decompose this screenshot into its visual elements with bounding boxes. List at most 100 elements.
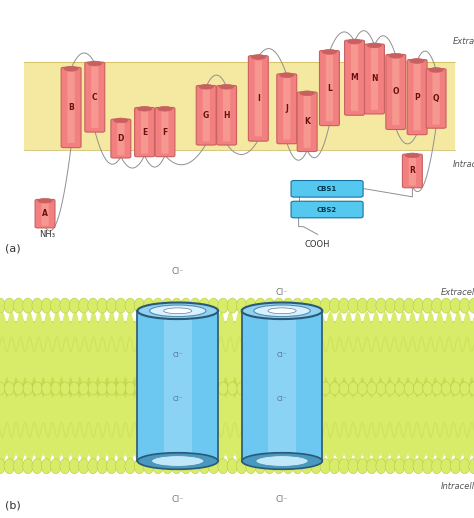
- Ellipse shape: [14, 382, 23, 395]
- Ellipse shape: [32, 382, 42, 395]
- Ellipse shape: [322, 49, 337, 54]
- Ellipse shape: [144, 459, 154, 473]
- Ellipse shape: [357, 459, 368, 473]
- Ellipse shape: [302, 382, 311, 395]
- Ellipse shape: [163, 382, 172, 395]
- Ellipse shape: [51, 298, 61, 313]
- Ellipse shape: [69, 459, 80, 473]
- Ellipse shape: [134, 459, 145, 473]
- Ellipse shape: [125, 459, 136, 473]
- Ellipse shape: [459, 459, 470, 473]
- Ellipse shape: [469, 459, 474, 473]
- Text: G: G: [203, 111, 210, 120]
- Ellipse shape: [394, 459, 405, 473]
- Text: NH₃: NH₃: [39, 230, 55, 239]
- Text: Extracellular: Extracellular: [441, 288, 474, 297]
- Ellipse shape: [255, 459, 265, 473]
- Ellipse shape: [41, 459, 52, 473]
- Ellipse shape: [255, 382, 265, 395]
- Ellipse shape: [228, 382, 237, 395]
- Ellipse shape: [137, 453, 218, 469]
- Ellipse shape: [60, 382, 70, 395]
- Ellipse shape: [32, 459, 42, 473]
- Ellipse shape: [376, 382, 386, 395]
- Ellipse shape: [5, 382, 14, 395]
- Ellipse shape: [283, 382, 293, 395]
- Ellipse shape: [413, 459, 423, 473]
- Ellipse shape: [32, 298, 42, 313]
- Ellipse shape: [181, 459, 191, 473]
- FancyBboxPatch shape: [351, 45, 358, 111]
- Ellipse shape: [404, 382, 414, 395]
- Ellipse shape: [200, 382, 209, 395]
- Ellipse shape: [386, 382, 395, 395]
- Ellipse shape: [172, 459, 182, 473]
- Ellipse shape: [246, 382, 255, 395]
- Ellipse shape: [237, 382, 246, 395]
- Ellipse shape: [144, 382, 154, 395]
- Ellipse shape: [264, 298, 275, 313]
- Ellipse shape: [4, 298, 15, 313]
- FancyBboxPatch shape: [117, 122, 125, 155]
- Ellipse shape: [219, 382, 228, 395]
- Text: B: B: [68, 103, 74, 112]
- Ellipse shape: [5, 382, 14, 395]
- Ellipse shape: [152, 456, 204, 466]
- Ellipse shape: [137, 106, 152, 111]
- FancyBboxPatch shape: [196, 85, 216, 145]
- Text: CBS2: CBS2: [317, 207, 337, 212]
- Ellipse shape: [432, 459, 442, 473]
- Ellipse shape: [348, 459, 358, 473]
- Ellipse shape: [246, 298, 256, 313]
- Ellipse shape: [459, 298, 470, 313]
- Ellipse shape: [283, 459, 293, 473]
- Ellipse shape: [422, 459, 433, 473]
- Ellipse shape: [460, 382, 469, 395]
- Ellipse shape: [60, 459, 70, 473]
- Ellipse shape: [153, 298, 163, 313]
- Ellipse shape: [219, 382, 228, 395]
- FancyBboxPatch shape: [297, 92, 317, 151]
- Ellipse shape: [265, 382, 274, 395]
- Ellipse shape: [405, 153, 419, 157]
- FancyBboxPatch shape: [155, 108, 175, 156]
- Ellipse shape: [219, 84, 234, 89]
- Ellipse shape: [181, 298, 191, 313]
- Ellipse shape: [218, 459, 228, 473]
- Ellipse shape: [38, 198, 52, 203]
- Ellipse shape: [199, 298, 210, 313]
- Ellipse shape: [339, 382, 348, 395]
- Text: Intracellular: Intracellular: [453, 160, 474, 169]
- Ellipse shape: [78, 459, 89, 473]
- Ellipse shape: [367, 382, 376, 395]
- FancyBboxPatch shape: [91, 66, 99, 128]
- FancyBboxPatch shape: [432, 72, 440, 125]
- Ellipse shape: [274, 382, 283, 395]
- Ellipse shape: [329, 298, 340, 313]
- Text: J: J: [285, 104, 288, 113]
- Ellipse shape: [367, 43, 382, 48]
- Text: Cl⁻: Cl⁻: [172, 495, 184, 505]
- Ellipse shape: [283, 298, 293, 313]
- Ellipse shape: [162, 298, 173, 313]
- Ellipse shape: [347, 39, 362, 44]
- Ellipse shape: [320, 459, 330, 473]
- Ellipse shape: [292, 382, 302, 395]
- Ellipse shape: [199, 84, 213, 89]
- Text: H: H: [223, 111, 230, 120]
- Ellipse shape: [338, 459, 349, 473]
- Ellipse shape: [273, 459, 284, 473]
- FancyBboxPatch shape: [248, 56, 268, 141]
- Ellipse shape: [98, 382, 107, 395]
- Ellipse shape: [242, 303, 322, 319]
- Ellipse shape: [135, 382, 144, 395]
- Bar: [0, 321, 474, 388]
- Ellipse shape: [469, 382, 474, 395]
- Ellipse shape: [42, 382, 51, 395]
- Text: Cl⁻: Cl⁻: [277, 352, 287, 358]
- Ellipse shape: [348, 382, 358, 395]
- Ellipse shape: [237, 298, 247, 313]
- FancyBboxPatch shape: [283, 78, 291, 139]
- Ellipse shape: [330, 382, 339, 395]
- Ellipse shape: [125, 298, 136, 313]
